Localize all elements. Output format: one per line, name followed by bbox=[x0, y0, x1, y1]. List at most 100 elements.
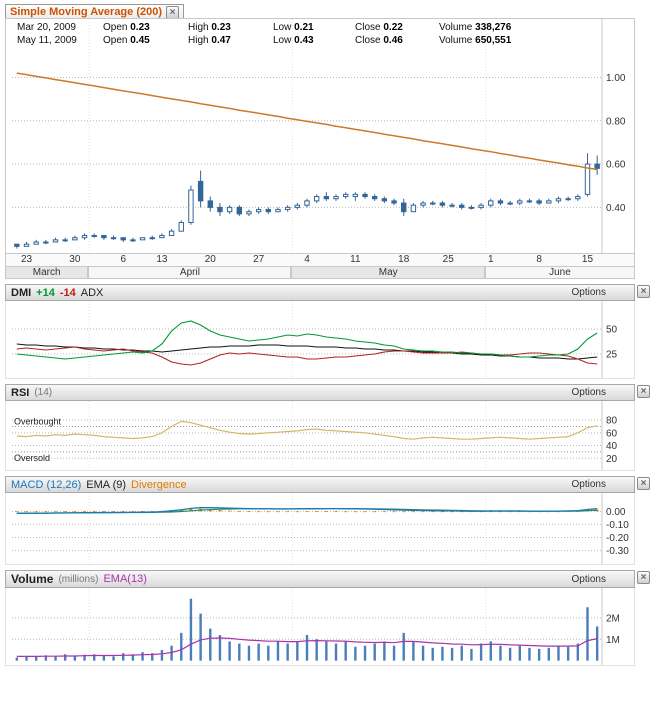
y-axis-label: -0.30 bbox=[606, 546, 629, 557]
y-axis-label: 2M bbox=[606, 613, 620, 624]
macd-options-link[interactable]: Options bbox=[571, 479, 606, 490]
y-axis-label: 0.40 bbox=[606, 203, 626, 214]
quote-info: Mar 20, 2009 Open 0.23 High 0.23 Low 0.2… bbox=[17, 21, 511, 47]
close-label: Close bbox=[355, 35, 381, 46]
y-axis-label: 80 bbox=[606, 416, 618, 427]
x-tick-label: 23 bbox=[20, 254, 33, 265]
overlay-close-icon[interactable]: × bbox=[166, 5, 180, 19]
x-tick-label: 13 bbox=[156, 254, 168, 265]
volume-close-icon[interactable]: × bbox=[637, 571, 650, 584]
y-axis-label: 20 bbox=[606, 454, 618, 465]
y-axis-label: 0.80 bbox=[606, 116, 626, 127]
volume-value: 338,276 bbox=[475, 22, 512, 33]
rsi-title: RSI bbox=[11, 386, 30, 399]
volume-chart[interactable]: 2M 1M bbox=[5, 588, 635, 666]
dmi-close-icon[interactable]: × bbox=[637, 285, 650, 298]
macd-line bbox=[16, 507, 598, 514]
plus-di-line bbox=[16, 320, 598, 360]
y-axis-label: 0.60 bbox=[606, 160, 626, 171]
grid-layer: 0.00 -0.10 -0.20 -0.30 bbox=[12, 493, 629, 564]
x-axis-months: March April May June bbox=[5, 266, 635, 279]
x-tick-label: 25 bbox=[442, 254, 454, 265]
volume-title: Volume bbox=[11, 572, 54, 586]
price-panel: Mar 20, 2009 Open 0.23 High 0.23 Low 0.2… bbox=[5, 18, 635, 254]
x-tick-label: 18 bbox=[398, 254, 410, 265]
open-value: 0.45 bbox=[130, 35, 150, 46]
month-band-label: May bbox=[291, 266, 485, 279]
high-label: High bbox=[188, 35, 209, 46]
sma200-line bbox=[16, 72, 598, 171]
dmi-options-link[interactable]: Options bbox=[571, 287, 606, 298]
close-label: Close bbox=[355, 22, 381, 33]
macd-divergence-label: Divergence bbox=[131, 478, 187, 491]
dmi-minus-di-label: -14 bbox=[59, 286, 76, 299]
open-label: Open bbox=[103, 35, 128, 46]
volume-bars bbox=[15, 598, 599, 661]
macd-chart[interactable]: 0.00 -0.10 -0.20 -0.30 bbox=[5, 493, 635, 565]
low-value: 0.21 bbox=[294, 22, 314, 33]
close-value: 0.22 bbox=[383, 22, 403, 33]
volume-options-link[interactable]: Options bbox=[571, 573, 606, 585]
open-value: 0.23 bbox=[130, 22, 150, 33]
rsi-line bbox=[16, 420, 598, 440]
y-axis-label: -0.10 bbox=[606, 520, 629, 531]
rsi-zone-label: Overbought bbox=[14, 416, 62, 426]
price-chart[interactable]: 1.00 0.80 0.60 0.40 bbox=[5, 18, 635, 254]
y-axis-label: 0.00 bbox=[606, 507, 626, 518]
quote-date: Mar 20, 2009 bbox=[17, 22, 76, 33]
close-value: 0.46 bbox=[383, 35, 403, 46]
overlay-title: Simple Moving Average (200) bbox=[10, 6, 163, 18]
low-label: Low bbox=[273, 35, 292, 46]
dmi-adx-label: ADX bbox=[80, 286, 104, 299]
low-value: 0.43 bbox=[294, 35, 314, 46]
quote-date: May 11, 2009 bbox=[17, 35, 77, 46]
quote-info-row-1: Mar 20, 2009 Open 0.23 High 0.23 Low 0.2… bbox=[17, 21, 511, 34]
x-tick-label: 4 bbox=[304, 254, 310, 265]
dmi-chart[interactable]: 50 25 bbox=[5, 301, 635, 379]
volume-panel-header: Volume (millions) EMA(13) Options bbox=[5, 570, 635, 588]
y-axis-label: 60 bbox=[606, 428, 618, 439]
x-tick-label: 15 bbox=[581, 254, 594, 265]
rsi-panel: RSI (14) Options 80 60 40 20 Overbought Overs… bbox=[5, 384, 651, 471]
high-label: High bbox=[188, 22, 209, 33]
y-axis-label: 50 bbox=[606, 325, 618, 336]
grid-layer: 1.00 0.80 0.60 0.40 bbox=[12, 19, 626, 253]
rsi-close-icon[interactable]: × bbox=[637, 385, 650, 398]
x-tick-label: 1 bbox=[487, 254, 494, 265]
overlay-title-row: Simple Moving Average (200) × bbox=[5, 2, 651, 20]
volume-value: 650,551 bbox=[475, 35, 512, 46]
x-tick-label: 27 bbox=[253, 254, 265, 265]
y-axis-label: -0.20 bbox=[606, 533, 629, 544]
x-tick-label: 6 bbox=[120, 254, 126, 265]
rsi-options-link[interactable]: Options bbox=[571, 387, 606, 398]
y-axis-label: 25 bbox=[606, 350, 618, 361]
macd-title: MACD (12,26) bbox=[11, 478, 82, 491]
y-axis-label: 1.00 bbox=[606, 73, 626, 84]
rsi-period-label: (14) bbox=[34, 387, 53, 398]
volume-label: Volume bbox=[439, 22, 473, 33]
macd-ema-label: EMA (9) bbox=[86, 478, 127, 491]
volume-unit-label: (millions) bbox=[58, 573, 99, 585]
grid-layer: 50 25 bbox=[12, 301, 618, 378]
x-tick-label: 30 bbox=[69, 254, 81, 265]
dmi-panel: DMI +14 -14 ADX Options 50 25 × bbox=[5, 284, 651, 379]
x-tick-label: 11 bbox=[350, 254, 361, 265]
dmi-plus-di-label: +14 bbox=[36, 286, 55, 299]
y-axis-label: 1M bbox=[606, 635, 620, 646]
volume-panel: Volume (millions) EMA(13) Options 2M 1M × bbox=[5, 570, 651, 666]
x-axis-ticks: 23 30 6 13 20 27 4 11 18 25 1 8 15 bbox=[5, 254, 635, 266]
overlay-title-chip: Simple Moving Average (200) × bbox=[5, 4, 185, 20]
open-label: Open bbox=[103, 22, 128, 33]
high-value: 0.23 bbox=[211, 22, 231, 33]
macd-panel: MACD (12,26) EMA (9) Divergence Options … bbox=[5, 476, 651, 565]
x-tick-label: 20 bbox=[204, 254, 216, 265]
volume-ema-label: EMA(13) bbox=[103, 573, 147, 585]
candlesticks bbox=[14, 153, 600, 249]
y-axis-label: 40 bbox=[606, 441, 618, 452]
macd-close-icon[interactable]: × bbox=[637, 477, 650, 490]
adx-line bbox=[16, 343, 598, 360]
volume-label: Volume bbox=[439, 35, 473, 46]
